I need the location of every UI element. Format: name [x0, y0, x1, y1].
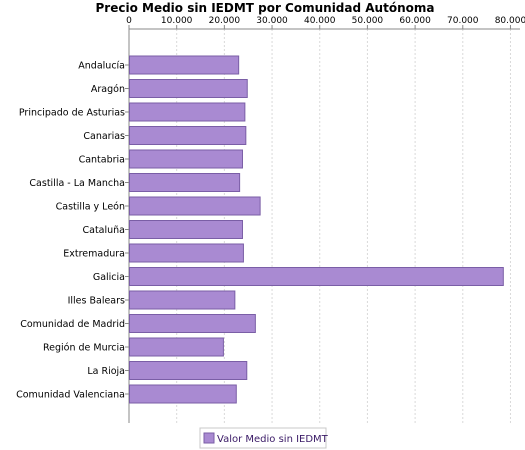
category-labels: Andalucía Aragón Principado de Asturias Can… — [16, 61, 129, 401]
legend-label: Valor Medio sin IEDMT — [217, 434, 329, 445]
category-label: Principado de Asturias — [19, 108, 125, 119]
bar — [129, 290, 236, 310]
bar — [129, 196, 261, 216]
bar — [129, 79, 248, 98]
bar — [129, 314, 256, 333]
bar — [129, 337, 224, 357]
category-label: Canarias — [83, 131, 125, 142]
x-tick-label: 30.000 — [256, 16, 288, 26]
bar — [129, 55, 240, 75]
category-label: Castilla y León — [56, 202, 125, 213]
category-label: Cataluña — [82, 225, 125, 236]
bar — [129, 102, 246, 122]
bars — [129, 55, 504, 404]
bar — [129, 384, 237, 404]
category-label: Galicia — [93, 272, 125, 283]
bar — [129, 267, 504, 286]
category-label: Andalucía — [78, 61, 125, 72]
legend: Valor Medio sin IEDMT — [199, 427, 329, 449]
category-label: Región de Murcia — [43, 343, 125, 354]
legend-swatch — [203, 432, 215, 444]
x-tick-label: 80.000 — [495, 16, 525, 26]
x-tick-label: 60.000 — [399, 16, 431, 26]
x-tick-label: 20.000 — [209, 16, 241, 26]
bar — [129, 173, 241, 192]
legend-box — [199, 427, 327, 449]
x-axis-ticks: 0 10.000 20.000 30.000 40.000 50.000 60.000 70.… — [126, 16, 525, 29]
x-tick-label: 0 — [126, 16, 132, 26]
category-label: Aragón — [91, 84, 125, 95]
bar — [129, 243, 244, 263]
category-label: Illes Balears — [68, 296, 125, 307]
category-label: Cantabria — [79, 155, 125, 166]
bar — [129, 361, 248, 380]
category-label: Comunidad Valenciana — [16, 390, 125, 401]
x-tick-label: 40.000 — [304, 16, 336, 26]
category-label: La Rioja — [87, 366, 125, 377]
x-tick-label: 50.000 — [352, 16, 384, 26]
x-tick-label: 10.000 — [161, 16, 193, 26]
bar — [129, 126, 247, 145]
category-label: Castilla - La Mancha — [29, 178, 125, 189]
category-label: Comunidad de Madrid — [20, 319, 125, 330]
category-label: Extremadura — [63, 249, 125, 260]
chart-title: Precio Medio sin IEDMT por Comunidad Aut… — [96, 1, 435, 15]
bar — [129, 220, 243, 239]
x-tick-label: 70.000 — [447, 16, 479, 26]
bar — [129, 149, 243, 169]
